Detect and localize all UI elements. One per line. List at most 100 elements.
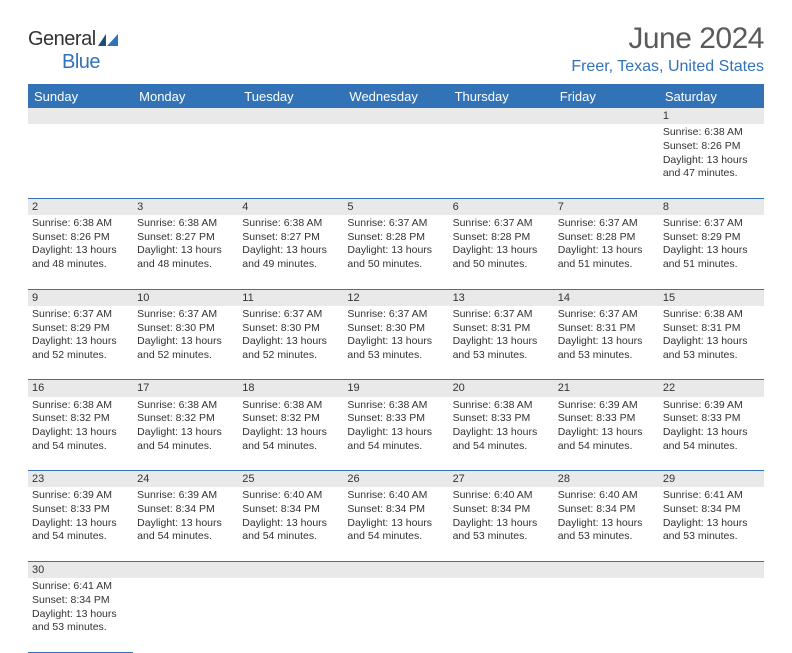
day-cell: Sunrise: 6:37 AMSunset: 8:30 PMDaylight:… <box>133 306 238 380</box>
header: General Blue June 2024 Freer, Texas, Uni… <box>28 22 764 76</box>
week-row: Sunrise: 6:38 AMSunset: 8:32 PMDaylight:… <box>28 397 764 471</box>
day-cell: Sunrise: 6:39 AMSunset: 8:33 PMDaylight:… <box>659 397 764 471</box>
flag-icon <box>98 32 120 48</box>
week-row: Sunrise: 6:37 AMSunset: 8:29 PMDaylight:… <box>28 306 764 380</box>
daylight-line: Daylight: 13 hours and 51 minutes. <box>558 244 655 271</box>
daylight-line: Daylight: 13 hours and 53 minutes. <box>558 335 655 362</box>
day-number: 17 <box>133 380 238 397</box>
day-cell: Sunrise: 6:38 AMSunset: 8:31 PMDaylight:… <box>659 306 764 380</box>
daylight-line: Daylight: 13 hours and 54 minutes. <box>32 517 129 544</box>
day-number <box>449 561 554 578</box>
daylight-line: Daylight: 13 hours and 54 minutes. <box>137 426 234 453</box>
week-row: Sunrise: 6:39 AMSunset: 8:33 PMDaylight:… <box>28 487 764 561</box>
day-cell <box>238 578 343 652</box>
sunrise-line: Sunrise: 6:37 AM <box>32 308 129 322</box>
day-cell: Sunrise: 6:37 AMSunset: 8:29 PMDaylight:… <box>28 306 133 380</box>
brand-logo: General Blue <box>28 22 120 74</box>
sunrise-line: Sunrise: 6:39 AM <box>137 489 234 503</box>
day-number: 18 <box>238 380 343 397</box>
day-number: 2 <box>28 198 133 215</box>
day-cell: Sunrise: 6:37 AMSunset: 8:30 PMDaylight:… <box>238 306 343 380</box>
day-number <box>238 108 343 124</box>
day-cell <box>554 124 659 198</box>
sunrise-line: Sunrise: 6:37 AM <box>453 217 550 231</box>
day-number-row: 2345678 <box>28 198 764 215</box>
day-number: 7 <box>554 198 659 215</box>
daylight-line: Daylight: 13 hours and 54 minutes. <box>347 517 444 544</box>
sunset-line: Sunset: 8:30 PM <box>242 322 339 336</box>
sunrise-line: Sunrise: 6:37 AM <box>453 308 550 322</box>
day-number: 23 <box>28 471 133 488</box>
day-number <box>659 561 764 578</box>
daylight-line: Daylight: 13 hours and 52 minutes. <box>137 335 234 362</box>
day-number: 14 <box>554 289 659 306</box>
location: Freer, Texas, United States <box>571 58 764 76</box>
sunset-line: Sunset: 8:29 PM <box>663 231 760 245</box>
sunset-line: Sunset: 8:31 PM <box>663 322 760 336</box>
day-number <box>449 108 554 124</box>
day-number-row: 1 <box>28 108 764 124</box>
day-cell: Sunrise: 6:37 AMSunset: 8:31 PMDaylight:… <box>554 306 659 380</box>
sunrise-line: Sunrise: 6:38 AM <box>137 217 234 231</box>
dow-header: Friday <box>554 85 659 109</box>
daylight-line: Daylight: 13 hours and 53 minutes. <box>453 335 550 362</box>
day-number: 15 <box>659 289 764 306</box>
sunset-line: Sunset: 8:30 PM <box>137 322 234 336</box>
dow-header: Tuesday <box>238 85 343 109</box>
daylight-line: Daylight: 13 hours and 48 minutes. <box>137 244 234 271</box>
sunset-line: Sunset: 8:28 PM <box>558 231 655 245</box>
sunrise-line: Sunrise: 6:38 AM <box>242 399 339 413</box>
day-number: 11 <box>238 289 343 306</box>
day-number: 22 <box>659 380 764 397</box>
day-cell: Sunrise: 6:37 AMSunset: 8:31 PMDaylight:… <box>449 306 554 380</box>
day-number <box>554 561 659 578</box>
day-number-row: 9101112131415 <box>28 289 764 306</box>
day-number: 29 <box>659 471 764 488</box>
dow-header: Monday <box>133 85 238 109</box>
brand-word1: General <box>28 28 96 50</box>
day-number: 6 <box>449 198 554 215</box>
day-number: 19 <box>343 380 448 397</box>
week-row: Sunrise: 6:41 AMSunset: 8:34 PMDaylight:… <box>28 578 764 652</box>
daylight-line: Daylight: 13 hours and 54 minutes. <box>347 426 444 453</box>
week-row: Sunrise: 6:38 AM Sunset: 8:26 PM Daylight:… <box>28 215 764 289</box>
day-cell <box>449 124 554 198</box>
day-cell: Sunrise: 6:41 AMSunset: 8:34 PMDaylight:… <box>28 578 133 652</box>
day-number: 20 <box>449 380 554 397</box>
daylight-line: Daylight: 13 hours and 54 minutes. <box>663 426 760 453</box>
week-row: Sunrise: 6:38 AMSunset: 8:26 PMDaylight:… <box>28 124 764 198</box>
day-cell: Sunrise: 6:37 AMSunset: 8:28 PMDaylight:… <box>343 215 448 289</box>
day-number <box>238 561 343 578</box>
day-number: 8 <box>659 198 764 215</box>
month-title: June 2024 <box>571 22 764 56</box>
day-number-row: 30 <box>28 561 764 578</box>
sunrise-line: Sunrise: 6:38 AM <box>663 308 760 322</box>
sunrise-line: Sunrise: 6:41 AM <box>663 489 760 503</box>
title-block: June 2024 Freer, Texas, United States <box>571 22 764 76</box>
sunrise-line: Sunrise: 6:39 AM <box>663 399 760 413</box>
dow-header: Wednesday <box>343 85 448 109</box>
sunset-line: Sunset: 8:34 PM <box>32 594 129 608</box>
day-cell <box>133 124 238 198</box>
sunset-line: Sunset: 8:32 PM <box>242 412 339 426</box>
sunset-line: Sunset: 8:26 PM <box>32 231 129 245</box>
day-cell: Sunrise: 6:38 AMSunset: 8:33 PMDaylight:… <box>343 397 448 471</box>
day-number: 13 <box>449 289 554 306</box>
day-cell: Sunrise: 6:37 AMSunset: 8:28 PMDaylight:… <box>449 215 554 289</box>
day-cell <box>659 578 764 652</box>
day-number-row: 23242526272829 <box>28 471 764 488</box>
calendar-table: Sunday Monday Tuesday Wednesday Thursday… <box>28 84 764 653</box>
day-number: 16 <box>28 380 133 397</box>
day-number: 26 <box>343 471 448 488</box>
daylight-line: Daylight: 13 hours and 52 minutes. <box>242 335 339 362</box>
daylight-line: Daylight: 13 hours and 54 minutes. <box>137 517 234 544</box>
sunset-line: Sunset: 8:32 PM <box>32 412 129 426</box>
day-cell: Sunrise: 6:39 AMSunset: 8:33 PMDaylight:… <box>554 397 659 471</box>
sunset-line: Sunset: 8:33 PM <box>663 412 760 426</box>
day-cell: Sunrise: 6:37 AMSunset: 8:28 PMDaylight:… <box>554 215 659 289</box>
daylight-line: Daylight: 13 hours and 53 minutes. <box>558 517 655 544</box>
sunset-line: Sunset: 8:33 PM <box>558 412 655 426</box>
sunset-line: Sunset: 8:34 PM <box>663 503 760 517</box>
day-cell <box>238 124 343 198</box>
day-number-row: 16171819202122 <box>28 380 764 397</box>
